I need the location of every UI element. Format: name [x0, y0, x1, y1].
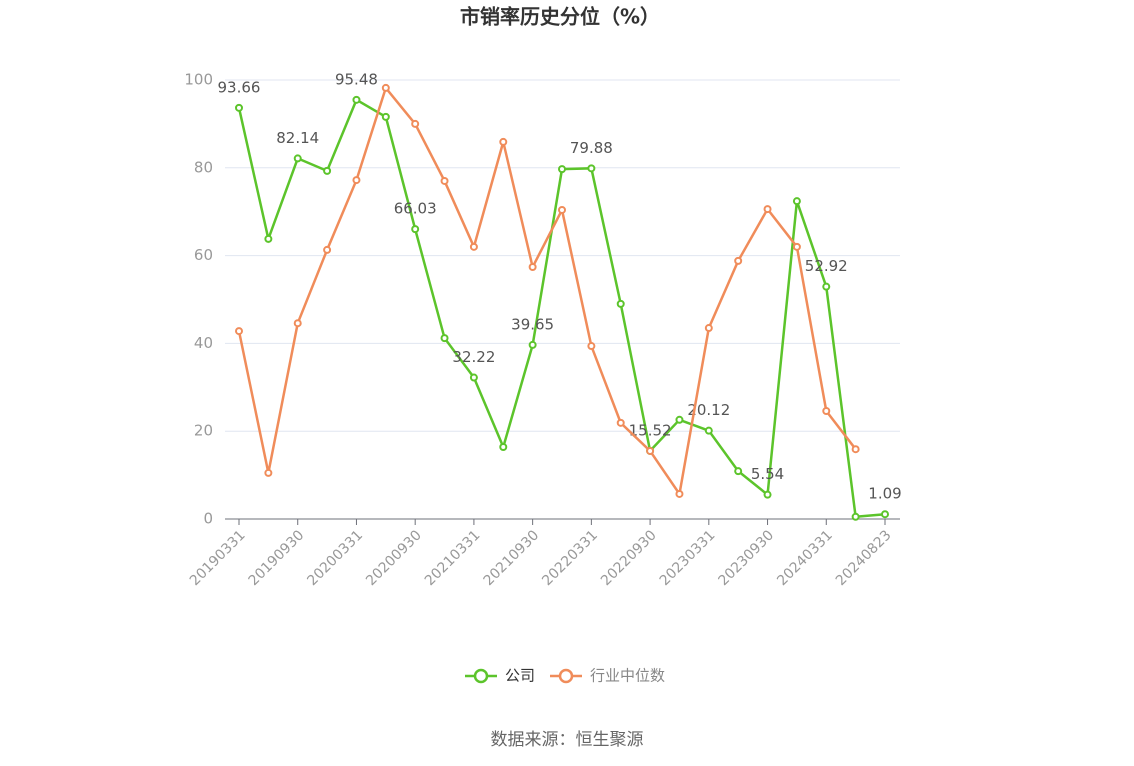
- point: [528, 263, 537, 272]
- value-label: 20.12: [687, 401, 730, 419]
- source: 数据来源：恒生聚源: [491, 730, 644, 750]
- point: [264, 468, 273, 477]
- x-tick-label: 20190331: [187, 527, 249, 589]
- x-tick-label: 20240823: [833, 527, 895, 589]
- point: [323, 245, 332, 254]
- x-tick-label: 20230331: [657, 527, 719, 589]
- point: [235, 103, 243, 112]
- y-tick-label: 40: [194, 334, 213, 352]
- point: [792, 242, 801, 251]
- point: [822, 407, 831, 416]
- legend-item: 行业中位数: [550, 667, 665, 685]
- value-label: 93.66: [218, 78, 261, 96]
- chart-title: 市销率历史分位（%）: [460, 5, 660, 29]
- point: [646, 446, 655, 455]
- point: [616, 418, 625, 427]
- point: [851, 445, 860, 454]
- point: [411, 119, 420, 128]
- value-label: 15.52: [629, 421, 672, 439]
- point: [616, 299, 625, 308]
- point: [352, 95, 361, 104]
- point: [352, 176, 361, 185]
- value-label: 1.09: [868, 485, 901, 503]
- point: [822, 282, 831, 291]
- legend-label: 行业中位数: [590, 667, 665, 685]
- point: [704, 324, 713, 333]
- y-tick-label: 20: [194, 422, 213, 440]
- point: [323, 166, 332, 175]
- x-tick-label: 20210331: [422, 527, 484, 589]
- point: [734, 467, 743, 476]
- point: [264, 234, 273, 243]
- point: [499, 137, 508, 146]
- y-tick-label: 80: [194, 158, 213, 176]
- point: [499, 443, 508, 452]
- point: [558, 165, 566, 174]
- point: [440, 334, 449, 343]
- point: [704, 426, 713, 435]
- value-label: 66.03: [394, 200, 437, 218]
- legend-symbol: [558, 668, 574, 684]
- point: [675, 489, 684, 498]
- x-tick-label: 20200930: [363, 527, 425, 589]
- x-tick-label: 20230930: [715, 527, 777, 589]
- x-tick-label: 20210930: [481, 527, 543, 589]
- point: [881, 510, 889, 519]
- series-line: [237, 85, 857, 498]
- point: [792, 197, 801, 206]
- x-tick-label: 20190930: [246, 527, 308, 589]
- point: [381, 83, 390, 92]
- point: [235, 327, 243, 336]
- series-line: [237, 98, 886, 519]
- legend-label: 公司: [505, 667, 535, 685]
- value-label: 5.54: [751, 465, 784, 483]
- point: [587, 164, 596, 173]
- point: [851, 512, 860, 521]
- legend-symbol: [473, 668, 489, 684]
- value-label: 79.88: [570, 139, 613, 157]
- point: [469, 242, 478, 251]
- point: [469, 373, 478, 382]
- x-tick-label: 20200331: [304, 527, 366, 589]
- point: [293, 319, 302, 328]
- point: [734, 256, 743, 265]
- point: [528, 340, 537, 349]
- value-label: 39.65: [511, 315, 554, 333]
- point: [293, 154, 302, 163]
- point: [763, 205, 772, 214]
- x-tick-label: 20220331: [539, 527, 601, 589]
- y-tick-label: 100: [184, 71, 213, 89]
- value-label: 32.22: [452, 348, 495, 366]
- value-label: 52.92: [805, 257, 848, 275]
- point: [558, 205, 566, 214]
- y-tick-label: 60: [194, 246, 213, 264]
- point: [381, 112, 390, 121]
- value-label: 95.48: [335, 70, 378, 88]
- value-label: 82.14: [276, 129, 319, 147]
- point: [411, 225, 420, 234]
- y-tick-label: 0: [203, 510, 213, 528]
- legend-item: 公司: [465, 667, 535, 685]
- x-tick-label: 20240331: [774, 527, 836, 589]
- point: [675, 415, 684, 424]
- point: [587, 342, 596, 351]
- point: [440, 176, 449, 185]
- x-tick-label: 20220930: [598, 527, 660, 589]
- point: [763, 490, 772, 499]
